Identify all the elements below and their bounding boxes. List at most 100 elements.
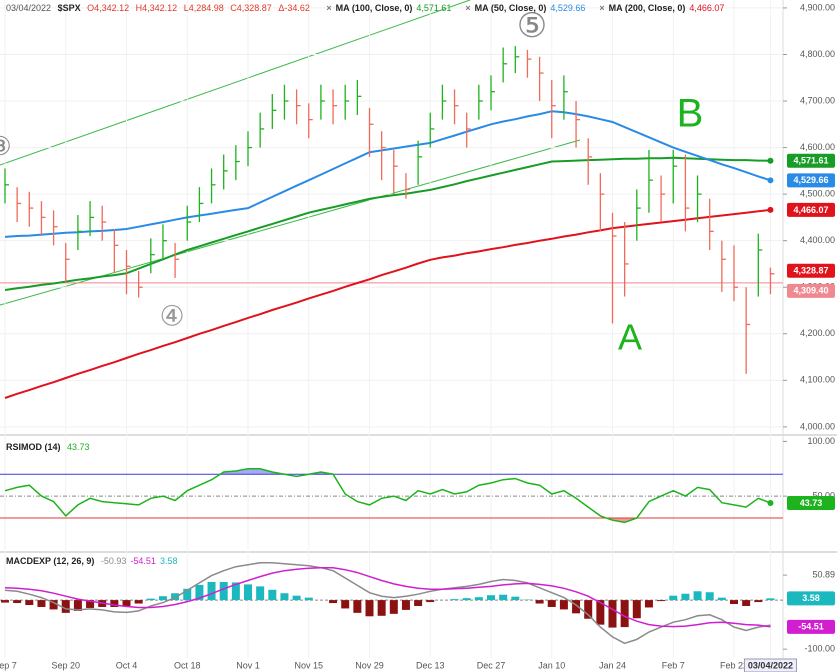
price-legend: 03/04/2022 $SPX O4,342.12 H4,342.12 L4,2…: [6, 3, 732, 13]
y-tick-label: 4,400.00: [800, 235, 835, 245]
annotation: ⑤: [517, 7, 547, 45]
histogram-bar: [37, 600, 46, 607]
legend-entry: MA (100, Close, 0): [316, 3, 412, 13]
legend-entry: MA (200, Close, 0): [589, 3, 685, 13]
macd-line: [4, 566, 771, 628]
x-tick-label: Sep 20: [51, 660, 80, 670]
macd-name: MACDEXP (12, 26, 9): [6, 556, 95, 566]
histogram-bar: [122, 600, 131, 606]
macd-line: [4, 562, 771, 645]
histogram-bar: [329, 600, 338, 604]
histogram-bar: [280, 593, 289, 601]
histogram-bar: [389, 600, 398, 614]
histogram-bar: [657, 600, 666, 602]
histogram-bar: [754, 600, 763, 603]
histogram-bar: [244, 584, 252, 601]
histogram-bar: [620, 600, 629, 628]
rsi-end-dot: [767, 500, 774, 507]
y-tick-label: 4,100.00: [800, 375, 835, 385]
rsi-badge: 43.73: [800, 498, 823, 508]
oversold-area: [5, 518, 771, 523]
histogram-bar: [292, 595, 301, 601]
macd-badge-bg: [787, 619, 835, 634]
histogram-bar: [86, 600, 95, 608]
annotation: A: [618, 317, 642, 358]
x-tick-label: Nov 1: [236, 660, 260, 670]
y-tick-label: 4,600.00: [800, 142, 835, 152]
ma-badge-bg: [787, 202, 835, 217]
histogram-bar: [195, 584, 204, 601]
legend-change: Δ-34.62: [278, 3, 310, 13]
histogram-bar: [559, 600, 568, 610]
histogram-bar: [146, 598, 155, 601]
x-tick-label: Jan 10: [538, 660, 565, 670]
histogram-bar: [632, 600, 641, 619]
histogram-bar: [231, 582, 240, 601]
histogram-bar: [487, 595, 495, 601]
histogram-bar: [535, 600, 544, 604]
histogram-bar: [584, 600, 593, 619]
legend-entry: MA (50, Close, 0): [455, 3, 546, 13]
x-tick-label: Dec 13: [416, 660, 445, 670]
histogram-bar: [256, 586, 265, 601]
histogram-bar: [49, 600, 58, 610]
histogram-bar: [134, 600, 143, 604]
histogram-bar: [450, 599, 459, 601]
y-tick-label: 4,900.00: [800, 2, 835, 12]
histogram-bar: [13, 600, 22, 604]
price-line-badge-bg: [787, 283, 835, 298]
histogram-bar: [1, 600, 9, 603]
histogram-bar: [547, 600, 556, 607]
moving-average: [4, 208, 771, 399]
histogram-bar: [474, 597, 483, 601]
histogram-bar: [730, 600, 738, 605]
histogram-bar: [110, 600, 119, 607]
x-tick-label: Oct 18: [174, 660, 201, 670]
ma-badge-bg: [787, 153, 835, 168]
rsi-legend: RSIMOD (14) 43.73: [6, 442, 94, 452]
close-badge-bg: [787, 263, 835, 278]
x-tick-label: 03/04/2022: [748, 660, 793, 670]
legend-low: L4,284.98: [183, 3, 224, 13]
histogram-bar: [705, 592, 714, 601]
histogram-bar: [304, 597, 313, 601]
price-line-badge: 4,309.40: [793, 286, 828, 296]
histogram-bar: [73, 600, 82, 611]
histogram-bar: [61, 600, 70, 613]
legend-symbol: $SPX: [57, 3, 81, 13]
histogram-bar: [766, 598, 775, 601]
x-tick-label: Dec 27: [477, 660, 506, 670]
legend-value: 3.58: [159, 556, 178, 566]
y-tick-label: 4,000.00: [800, 421, 835, 431]
histogram-bar: [717, 597, 726, 601]
histogram-bar: [365, 600, 374, 617]
legend-value: -54.51: [130, 556, 156, 566]
histogram-bar: [644, 600, 653, 608]
y-tick-label: 50.89: [812, 570, 835, 580]
ma-legend: MA (100, Close, 0) 4,571.61MA (50, Close,…: [316, 3, 728, 13]
histogram-bar: [158, 596, 167, 601]
histogram-bar: [681, 593, 690, 601]
ma-end-dot: [767, 206, 774, 213]
histogram-bar: [596, 600, 605, 625]
histogram-bar: [669, 595, 678, 601]
histogram-bar: [401, 600, 410, 610]
macd-badge: -54.51: [798, 622, 824, 632]
histogram-bar: [414, 600, 423, 606]
ma-badge: 4,571.61: [793, 156, 828, 166]
x-tick-label: Sep 7: [0, 660, 17, 670]
ma-badge: 4,466.07: [793, 205, 828, 215]
annotation: B: [677, 92, 704, 136]
macd-badge-bg: [787, 591, 835, 606]
histogram-bar: [499, 594, 508, 601]
x-tick-label: Feb 7: [662, 660, 685, 670]
x-tick-label: Oct 4: [116, 660, 138, 670]
y-tick-label: -100.00: [804, 644, 835, 654]
histogram-bar: [183, 588, 192, 601]
histogram-bar: [511, 596, 520, 601]
rsi-name: RSIMOD (14): [6, 442, 61, 452]
ma-badge: 4,529.66: [793, 175, 828, 185]
